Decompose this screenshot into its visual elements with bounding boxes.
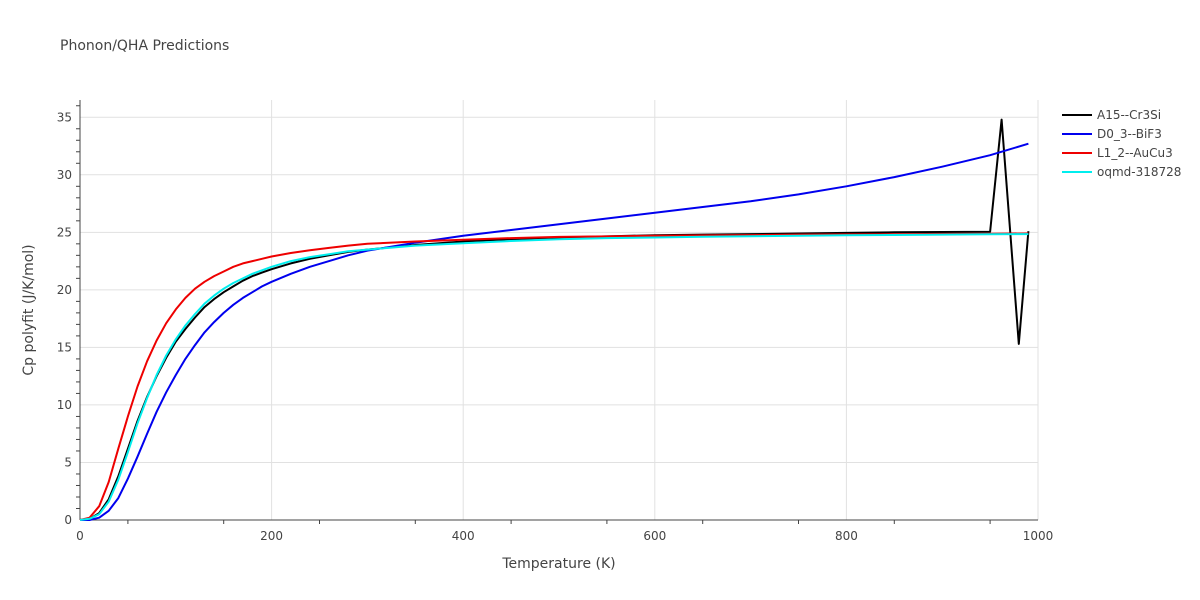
y-tick-label: 5 (64, 455, 72, 469)
y-tick-label: 25 (57, 225, 72, 239)
legend-item-2[interactable]: L1_2--AuCu3 (1062, 146, 1173, 160)
y-tick-label: 0 (64, 513, 72, 527)
x-tick-label: 600 (643, 529, 666, 543)
x-tick-label: 200 (260, 529, 283, 543)
x-tick-label: 0 (76, 529, 84, 543)
grid (80, 100, 1039, 520)
y-tick-label: 35 (57, 110, 72, 124)
legend-label: oqmd-318728 (1097, 165, 1181, 179)
x-tick-label: 800 (835, 529, 858, 543)
series-line-2[interactable] (79, 232, 1029, 521)
axes (79, 100, 1038, 521)
chart-title: Phonon/QHA Predictions (60, 38, 229, 54)
y-axis-title: Cp polyfit (J/K/mol) (21, 244, 37, 375)
legend-label: D0_3--BiF3 (1097, 127, 1162, 141)
y-tick-label: 30 (57, 168, 72, 182)
legend-item-0[interactable]: A15--Cr3Si (1062, 108, 1161, 122)
legend-item-3[interactable]: oqmd-318728 (1062, 165, 1181, 179)
legend-label: A15--Cr3Si (1097, 108, 1161, 122)
legend[interactable]: A15--Cr3Si D0_3--BiF3 L1_2--AuCu3 oqmd-3187… (1062, 108, 1181, 179)
x-tick-labels: 0 200 400 600 800 1000 (76, 520, 1053, 543)
legend-item-1[interactable]: D0_3--BiF3 (1062, 127, 1162, 141)
x-axis-title: Temperature (K) (501, 556, 615, 572)
y-tick-label: 10 (57, 398, 72, 412)
series-line-1[interactable] (80, 142, 1029, 521)
y-tick-labels: 0 5 10 15 20 25 30 35 (57, 105, 80, 527)
series (79, 118, 1030, 521)
series-line-3[interactable] (79, 233, 1029, 521)
y-tick-label: 20 (57, 283, 72, 297)
x-tick-label: 400 (452, 529, 475, 543)
x-tick-label: 1000 (1023, 529, 1054, 543)
y-tick-label: 15 (57, 340, 72, 354)
legend-label: L1_2--AuCu3 (1097, 146, 1173, 160)
